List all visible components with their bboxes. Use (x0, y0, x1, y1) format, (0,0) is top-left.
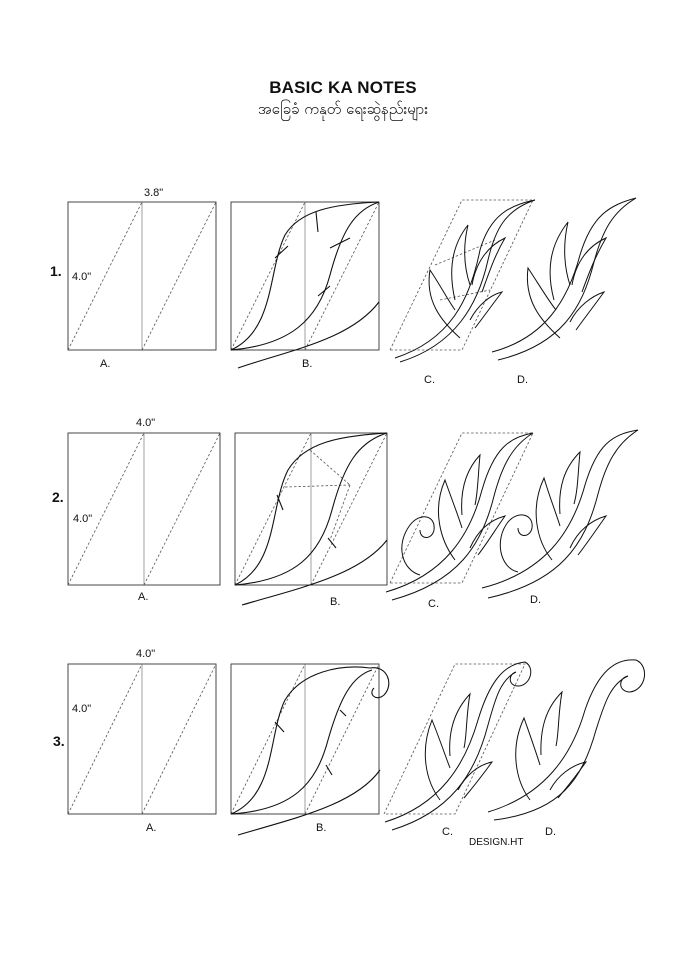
page-subtitle: အခြေခံ ကနုတ် ရေးဆွဲနည်းများ (257, 100, 429, 118)
row-2-step-c-label: C. (428, 598, 439, 610)
designer-credit: DESIGN.HT (469, 837, 524, 848)
row-2-step-d-leaf-final (481, 429, 639, 599)
row-2-step-a-label: A. (138, 591, 148, 603)
row-3-step-b-label: B. (316, 822, 326, 834)
row-2-step-a-grid (67, 432, 221, 586)
row-1-step-a-grid (67, 201, 217, 351)
row-3-step-a-label: A. (146, 822, 156, 834)
row-3-step-d-leaf-final (487, 659, 645, 821)
page-title: BASIC KA NOTES (269, 78, 417, 97)
row-3-step-d-label: D. (545, 826, 556, 838)
row-2-height-label: 4.0" (73, 513, 92, 525)
row-1-step-b-construction (230, 201, 380, 369)
row-3-width-label: 4.0" (136, 648, 155, 660)
row-3-height-label: 4.0" (72, 703, 91, 715)
row-2-step-b-label: B. (330, 596, 340, 608)
row-2-step-d-label: D. (530, 594, 541, 606)
row-2-width-label: 4.0" (136, 417, 155, 429)
row-1-height-label: 4.0" (72, 271, 91, 283)
row-1-width-label: 3.8" (144, 187, 163, 199)
row-1-number: 1. (50, 263, 62, 279)
row-3: 3. 4.0" 4.0" A. B. (53, 648, 645, 838)
row-1-step-c-leaf-guides (389, 199, 536, 363)
row-1: 1. 3.8" 4.0" A. B. (50, 187, 637, 386)
row-3-step-a-grid (67, 663, 217, 815)
row-2-number: 2. (52, 489, 64, 505)
row-1-step-b-label: B. (302, 358, 312, 370)
row-2-step-b-construction (234, 432, 388, 606)
row-2: 2. 4.0" 4.0" A. B. (52, 417, 639, 610)
row-1-step-d-label: D. (517, 374, 528, 386)
row-2-step-c-leaf-guides (385, 432, 534, 601)
row-1-step-d-leaf-final (491, 197, 637, 361)
row-3-number: 3. (53, 733, 65, 749)
row-1-step-a-label: A. (100, 358, 110, 370)
row-3-step-c-leaf-guides (383, 661, 532, 831)
row-1-step-c-label: C. (424, 374, 435, 386)
row-3-step-c-label: C. (442, 826, 453, 838)
row-3-step-b-construction (230, 663, 390, 836)
